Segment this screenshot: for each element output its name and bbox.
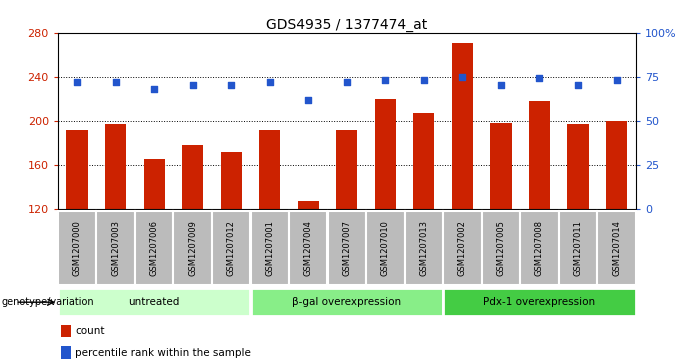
Text: GSM1207005: GSM1207005	[496, 220, 505, 276]
Bar	[520, 211, 559, 285]
Bar	[529, 101, 550, 209]
Text: percentile rank within the sample: percentile rank within the sample	[75, 347, 251, 358]
Bar	[443, 211, 481, 285]
Text: GSM1207010: GSM1207010	[381, 220, 390, 276]
Bar	[567, 124, 589, 209]
Point	[573, 82, 583, 88]
Bar	[143, 159, 165, 209]
Text: GSM1207006: GSM1207006	[150, 220, 158, 276]
Bar	[182, 145, 203, 209]
Bar	[97, 211, 135, 285]
Bar	[443, 288, 636, 316]
Text: β-gal overexpression: β-gal overexpression	[292, 297, 401, 307]
Point	[457, 74, 468, 79]
Text: GSM1207004: GSM1207004	[304, 220, 313, 276]
Bar	[490, 123, 511, 209]
Bar	[58, 211, 97, 285]
Point	[341, 79, 352, 85]
Text: GSM1207008: GSM1207008	[535, 220, 544, 276]
Bar	[366, 211, 405, 285]
Point	[380, 77, 391, 83]
Text: GSM1207007: GSM1207007	[342, 220, 352, 276]
Bar	[67, 130, 88, 209]
Bar	[413, 113, 435, 209]
Title: GDS4935 / 1377474_at: GDS4935 / 1377474_at	[266, 18, 428, 32]
Point	[303, 97, 313, 102]
Point	[71, 79, 82, 85]
Bar	[328, 211, 366, 285]
Point	[110, 79, 121, 85]
Bar	[259, 130, 280, 209]
Point	[187, 82, 198, 88]
Point	[418, 77, 429, 83]
Bar	[212, 211, 250, 285]
Bar	[58, 288, 250, 316]
Bar	[452, 42, 473, 209]
Bar	[173, 211, 212, 285]
Text: Pdx-1 overexpression: Pdx-1 overexpression	[483, 297, 596, 307]
Bar	[135, 211, 173, 285]
Bar	[606, 121, 627, 209]
Bar	[375, 99, 396, 209]
Point	[149, 86, 160, 92]
Bar	[61, 346, 71, 359]
Text: GSM1207002: GSM1207002	[458, 220, 467, 276]
Text: GSM1207011: GSM1207011	[573, 220, 583, 276]
Bar	[597, 211, 636, 285]
Bar	[289, 211, 328, 285]
Text: GSM1207014: GSM1207014	[612, 220, 621, 276]
Point	[226, 82, 237, 88]
Text: GSM1207012: GSM1207012	[226, 220, 236, 276]
Bar	[336, 130, 358, 209]
Bar	[220, 151, 242, 209]
Text: genotype/variation: genotype/variation	[1, 297, 94, 307]
Point	[611, 77, 622, 83]
Bar	[105, 124, 126, 209]
Bar	[298, 201, 319, 209]
Text: GSM1207001: GSM1207001	[265, 220, 274, 276]
Bar	[250, 288, 443, 316]
Bar	[250, 211, 289, 285]
Point	[265, 79, 275, 85]
Text: GSM1207009: GSM1207009	[188, 220, 197, 276]
Point	[534, 76, 545, 81]
Point	[496, 82, 507, 88]
Bar	[559, 211, 597, 285]
Text: untreated: untreated	[129, 297, 180, 307]
Text: GSM1207013: GSM1207013	[420, 220, 428, 276]
Text: count: count	[75, 326, 105, 336]
Text: GSM1207003: GSM1207003	[111, 220, 120, 276]
Bar	[405, 211, 443, 285]
Bar	[481, 211, 520, 285]
Text: GSM1207000: GSM1207000	[73, 220, 82, 276]
Bar	[61, 325, 71, 337]
